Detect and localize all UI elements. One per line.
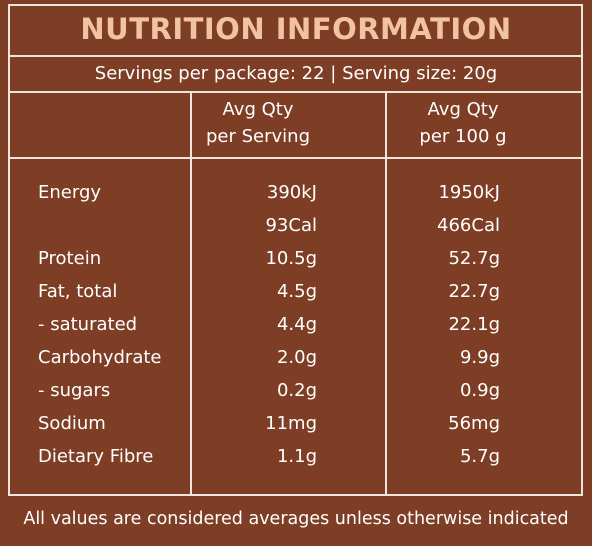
row-label: Dietary Fibre	[38, 446, 154, 467]
divider	[8, 157, 583, 159]
cell-value: 4.4g	[276, 314, 317, 335]
row-label: - sugars	[38, 380, 111, 401]
border	[8, 4, 583, 6]
cell-value: 1950kJ	[438, 182, 500, 203]
cell-value: 390kJ	[266, 182, 317, 203]
cell-value: 0.9g	[459, 380, 500, 401]
row-label: Carbohydrate	[38, 347, 162, 368]
cell-value: 4.5g	[276, 281, 317, 302]
column-header: per 100 g	[419, 126, 507, 147]
row-label: - saturated	[38, 314, 138, 335]
servings: Servings per package: 22 | Serving size:…	[94, 63, 498, 84]
cell-value: 10.5g	[265, 248, 317, 269]
cell-value: 11mg	[265, 413, 317, 434]
column-header: Avg Qty	[427, 99, 499, 120]
cell-value: 52.7g	[448, 248, 500, 269]
cell-value: 56mg	[448, 413, 500, 434]
cell-value: 2.0g	[276, 347, 317, 368]
cell-value: 22.7g	[448, 281, 500, 302]
divider	[190, 91, 192, 496]
column-header: per Serving	[205, 126, 310, 147]
cell-value: 5.7g	[459, 446, 500, 467]
cell-value: 22.1g	[448, 314, 500, 335]
divider	[385, 91, 387, 496]
footer: All values are considered averages unles…	[23, 509, 569, 529]
cell-value: 93Cal	[265, 215, 317, 236]
column-header: Avg Qty	[222, 99, 294, 120]
divider	[8, 55, 583, 57]
cell-value: 9.9g	[459, 347, 500, 368]
border	[8, 4, 10, 496]
divider	[8, 91, 583, 93]
row-label: Fat, total	[38, 281, 118, 302]
cell-value: 1.1g	[276, 446, 317, 467]
title: NUTRITION INFORMATION	[80, 12, 512, 46]
cell-value: 0.2g	[276, 380, 317, 401]
row-label: Energy	[38, 182, 102, 203]
border	[581, 4, 583, 496]
cell-value: 466Cal	[437, 215, 500, 236]
border	[8, 494, 583, 496]
row-label: Protein	[38, 248, 102, 269]
row-label: Sodium	[38, 413, 106, 434]
